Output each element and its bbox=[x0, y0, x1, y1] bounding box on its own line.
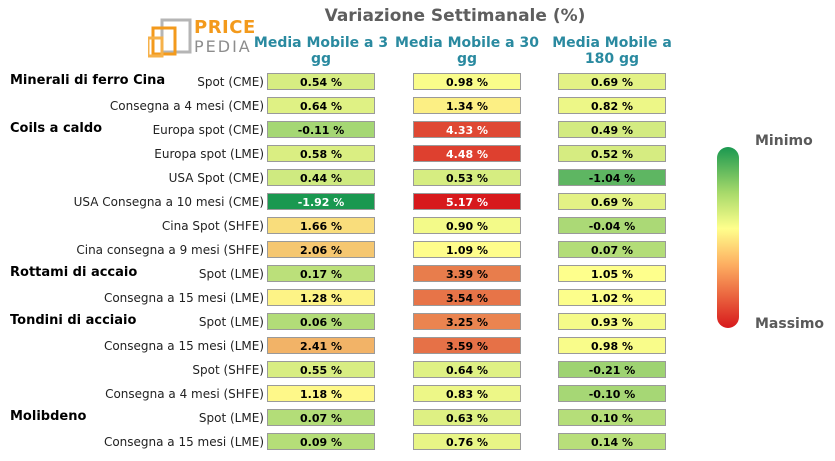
heatmap-cell: 3.59 % bbox=[413, 337, 521, 354]
row-label: USA Spot (CME) bbox=[168, 171, 264, 185]
row-label: Consegna a 15 mesi (LME) bbox=[103, 435, 264, 449]
heatmap-cell: 4.48 % bbox=[413, 145, 521, 162]
legend-min-label: Minimo bbox=[755, 133, 813, 149]
row-label: Consegna a 15 mesi (LME) bbox=[103, 291, 264, 305]
heatmap-cell: -0.04 % bbox=[558, 217, 666, 234]
heatmap-cell: 0.69 % bbox=[558, 193, 666, 210]
row-group-label: Minerali di ferro Cina bbox=[10, 73, 166, 88]
row-group-label: Tondini di acciaio bbox=[10, 313, 137, 328]
heatmap-cell: 0.07 % bbox=[558, 241, 666, 258]
heatmap-cell: 0.64 % bbox=[267, 97, 375, 114]
heatmap-cell: 0.83 % bbox=[413, 385, 521, 402]
row-label: Europa spot (CME) bbox=[152, 123, 264, 137]
heatmap-cell: 1.09 % bbox=[413, 241, 521, 258]
legend-color-bar bbox=[717, 147, 739, 328]
heatmap-cell: 0.54 % bbox=[267, 73, 375, 90]
heatmap-cell: 2.06 % bbox=[267, 241, 375, 258]
heatmap-cell: 0.06 % bbox=[267, 313, 375, 330]
row-label: Cina Spot (SHFE) bbox=[161, 219, 264, 233]
column-header: Media Mobile a 30 gg bbox=[395, 35, 539, 67]
heatmap-cell: 0.63 % bbox=[413, 409, 521, 426]
row-label: Cina consegna a 9 mesi (SHFE) bbox=[76, 243, 264, 257]
heatmap-cell: 0.49 % bbox=[558, 121, 666, 138]
heatmap-cell: 2.41 % bbox=[267, 337, 375, 354]
row-label: Spot (CME) bbox=[197, 75, 264, 89]
heatmap-cell: 0.44 % bbox=[267, 169, 375, 186]
heatmap-cell: 0.64 % bbox=[413, 361, 521, 378]
heatmap-cell: 4.33 % bbox=[413, 121, 521, 138]
row-label: Spot (LME) bbox=[198, 267, 264, 281]
heatmap-cell: 0.93 % bbox=[558, 313, 666, 330]
row-label: Consegna a 4 mesi (CME) bbox=[109, 99, 264, 113]
heatmap-cell: -1.92 % bbox=[267, 193, 375, 210]
row-group-label: Rottami di accaio bbox=[10, 265, 138, 280]
heatmap-cell: 1.02 % bbox=[558, 289, 666, 306]
heatmap-cell: 3.39 % bbox=[413, 265, 521, 282]
heatmap-cell: 1.66 % bbox=[267, 217, 375, 234]
logo-text-price: PRICE bbox=[194, 17, 256, 38]
heatmap-cell: 0.98 % bbox=[413, 73, 521, 90]
heatmap-cell: 0.17 % bbox=[267, 265, 375, 282]
heatmap-cell: 3.54 % bbox=[413, 289, 521, 306]
row-label: Europa spot (LME) bbox=[154, 147, 264, 161]
heatmap-cell: 1.28 % bbox=[267, 289, 375, 306]
heatmap-cell: 0.52 % bbox=[558, 145, 666, 162]
heatmap-cell: 1.34 % bbox=[413, 97, 521, 114]
row-group-label: Molibdeno bbox=[10, 409, 87, 424]
heatmap-cell: 0.58 % bbox=[267, 145, 375, 162]
chart-title: Variazione Settimanale (%) bbox=[324, 6, 586, 26]
heatmap-cell: 0.10 % bbox=[558, 409, 666, 426]
heatmap-cell: 3.25 % bbox=[413, 313, 521, 330]
heatmap-cell: 0.76 % bbox=[413, 433, 521, 450]
pricepedia-logo: PRICE PEDIA bbox=[148, 16, 258, 60]
column-header: Media Mobile a 180 gg bbox=[552, 35, 672, 67]
heatmap-cell: 0.98 % bbox=[558, 337, 666, 354]
heatmap-cell: 0.14 % bbox=[558, 433, 666, 450]
heatmap-cell: -0.10 % bbox=[558, 385, 666, 402]
legend-max-label: Massimo bbox=[755, 316, 825, 332]
heatmap-cell: 1.18 % bbox=[267, 385, 375, 402]
row-label: Spot (LME) bbox=[198, 411, 264, 425]
logo-mark-icon bbox=[148, 18, 192, 58]
heatmap-cell: 1.05 % bbox=[558, 265, 666, 282]
row-label: Consegna a 15 mesi (LME) bbox=[103, 339, 264, 353]
heatmap-cell: 0.53 % bbox=[413, 169, 521, 186]
heatmap-cell: 0.90 % bbox=[413, 217, 521, 234]
heatmap-cell: -0.21 % bbox=[558, 361, 666, 378]
heatmap-cell: 0.55 % bbox=[267, 361, 375, 378]
heatmap-cell: 0.07 % bbox=[267, 409, 375, 426]
heatmap-cell: 5.17 % bbox=[413, 193, 521, 210]
heatmap-cell: -1.04 % bbox=[558, 169, 666, 186]
heatmap-cell: 0.09 % bbox=[267, 433, 375, 450]
logo-text-pedia: PEDIA bbox=[194, 37, 252, 56]
heatmap-cell: 0.82 % bbox=[558, 97, 666, 114]
row-label: Consegna a 4 mesi (SHFE) bbox=[105, 387, 264, 401]
heatmap-cell: 0.69 % bbox=[558, 73, 666, 90]
column-header: Media Mobile a 3 gg bbox=[253, 35, 389, 67]
row-label: Spot (SHFE) bbox=[192, 363, 264, 377]
row-label: Spot (LME) bbox=[198, 315, 264, 329]
row-group-label: Coils a caldo bbox=[10, 121, 103, 136]
heatmap-cell: -0.11 % bbox=[267, 121, 375, 138]
row-label: USA Consegna a 10 mesi (CME) bbox=[73, 195, 264, 209]
